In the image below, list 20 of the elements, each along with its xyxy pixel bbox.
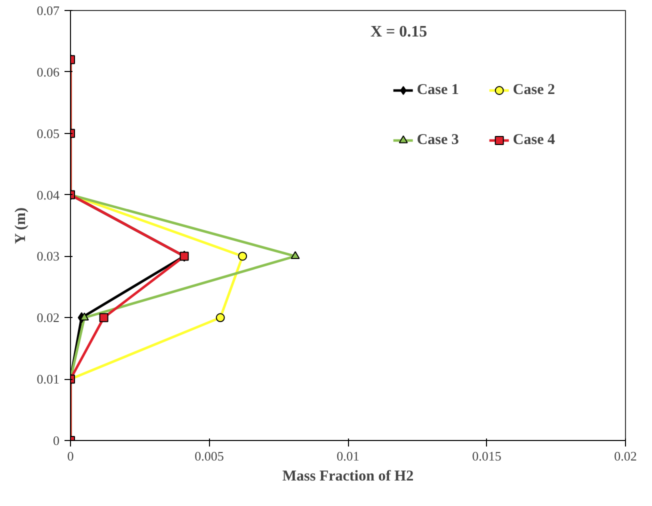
x-axis-title: Mass Fraction of H2 xyxy=(282,468,414,484)
y-axis-title: Y (m) xyxy=(12,208,29,244)
y-tick-label: 0.05 xyxy=(36,126,60,141)
y-tick-label: 0.07 xyxy=(36,3,60,18)
y-tick-label: 0.06 xyxy=(36,64,60,80)
y-tick-label: 0.01 xyxy=(36,372,60,387)
legend-label: Case 2 xyxy=(512,82,555,98)
x-tick-label: 0.02 xyxy=(614,448,637,464)
x-tick-label: 0.005 xyxy=(194,448,224,464)
annotation: X = 0.15 xyxy=(370,24,428,40)
y-tick-label: 0.03 xyxy=(36,248,60,264)
x-tick-label: 0.01 xyxy=(336,448,360,464)
y-tick-label: 0.02 xyxy=(36,310,60,326)
x-tick-label: 0.015 xyxy=(472,448,502,464)
y-tick-label: 0 xyxy=(53,433,60,448)
legend-label: Case 3 xyxy=(416,132,459,148)
legend-label: Case 4 xyxy=(512,132,555,148)
legend-label: Case 1 xyxy=(416,82,459,98)
x-tick-label: 0 xyxy=(67,448,74,464)
y-tick-label: 0.04 xyxy=(36,187,60,202)
